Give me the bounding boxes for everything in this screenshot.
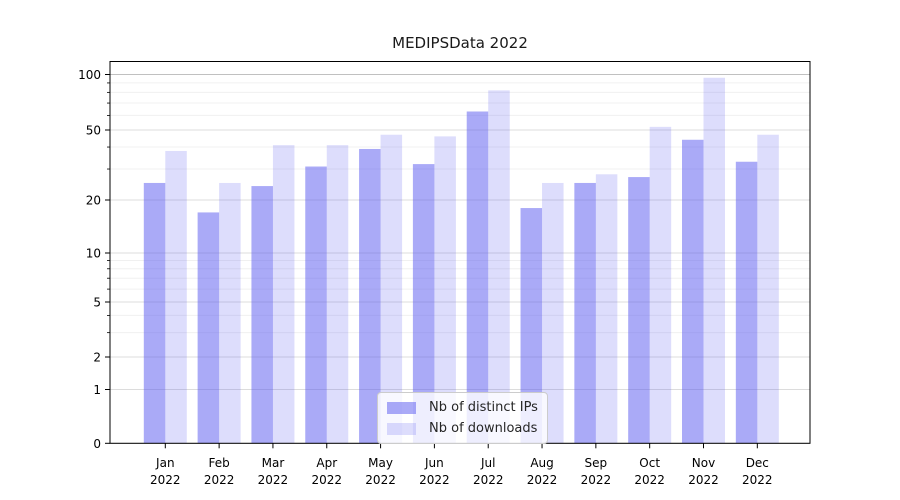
x-tick-label-month-dec: Dec — [746, 456, 769, 470]
bar-downloads-may — [380, 134, 403, 444]
bar-downloads-feb — [219, 182, 241, 444]
bar-ips-jan — [143, 182, 166, 444]
x-tick-label-year-aug: 2022 — [527, 473, 558, 487]
bar-ips-apr — [305, 166, 327, 444]
bar-downloads-sep — [595, 174, 618, 444]
x-tick-label-year-sep: 2022 — [581, 473, 612, 487]
x-tick-label-month-jun: Jun — [424, 456, 444, 470]
x-tick-label-year-apr: 2022 — [311, 473, 342, 487]
bar-ips-dec — [735, 161, 758, 444]
x-tick-label-year-jun: 2022 — [419, 473, 450, 487]
bar-downloads-aug — [542, 182, 564, 444]
y-tick-label-100: 100 — [78, 68, 101, 82]
legend-label-distinct-ips: Nb of distinct IPs — [429, 400, 538, 415]
bar-downloads-apr — [326, 145, 349, 444]
bar-ips-mar — [251, 186, 273, 444]
y-tick-label-2: 2 — [93, 351, 101, 365]
bar-downloads-nov — [703, 77, 725, 444]
bar-downloads-oct — [649, 126, 672, 444]
x-tick-label-month-jul: Jul — [480, 456, 495, 470]
legend-label-downloads: Nb of downloads — [429, 421, 538, 436]
y-tick-label-10: 10 — [86, 247, 101, 261]
y-tick-label-5: 5 — [93, 296, 101, 310]
x-tick-label-year-may: 2022 — [365, 473, 396, 487]
bar-downloads-dec — [757, 134, 779, 444]
y-tick-label-1: 1 — [93, 383, 101, 397]
y-tick-label-20: 20 — [86, 194, 101, 208]
bar-ips-aug — [520, 208, 543, 444]
bar-ips-sep — [574, 182, 596, 444]
x-tick-label-year-nov: 2022 — [688, 473, 719, 487]
x-tick-label-month-jan: Jan — [155, 456, 175, 470]
bar-downloads-jan — [165, 150, 187, 444]
bar-ips-jul — [466, 111, 489, 444]
bar-downloads-mar — [272, 145, 295, 444]
y-tick-label-0: 0 — [93, 437, 101, 451]
x-tick-label-month-feb: Feb — [208, 456, 229, 470]
x-tick-label-year-dec: 2022 — [742, 473, 773, 487]
x-tick-label-year-oct: 2022 — [634, 473, 665, 487]
legend-swatch-distinct-ips — [387, 401, 416, 414]
chart-title: MEDIPSData 2022 — [392, 34, 528, 52]
legend-swatch-downloads — [387, 422, 416, 435]
x-tick-label-year-jan: 2022 — [150, 473, 181, 487]
bar-ips-jun — [412, 164, 435, 444]
bar-downloads-jul — [488, 90, 510, 444]
x-tick-label-month-sep: Sep — [585, 456, 608, 470]
bar-ips-may — [359, 148, 381, 444]
x-tick-label-month-mar: Mar — [262, 456, 285, 470]
bar-downloads-jun — [434, 136, 456, 444]
x-tick-label-month-may: May — [368, 456, 393, 470]
bar-ips-feb — [197, 212, 220, 444]
x-tick-label-year-feb: 2022 — [204, 473, 235, 487]
x-tick-label-month-apr: Apr — [316, 456, 337, 470]
bar-ips-nov — [682, 139, 704, 444]
x-tick-label-month-nov: Nov — [692, 456, 715, 470]
legend: Nb of distinct IPs Nb of downloads — [377, 392, 548, 444]
bar-ips-oct — [628, 177, 650, 444]
legend-item-distinct-ips: Nb of distinct IPs — [387, 400, 538, 415]
x-tick-label-month-oct: Oct — [639, 456, 660, 470]
legend-item-downloads: Nb of downloads — [387, 421, 538, 436]
x-tick-label-year-mar: 2022 — [258, 473, 289, 487]
x-tick-label-month-aug: Aug — [530, 456, 553, 470]
x-tick-label-year-jul: 2022 — [473, 473, 504, 487]
y-tick-label-50: 50 — [86, 124, 101, 138]
